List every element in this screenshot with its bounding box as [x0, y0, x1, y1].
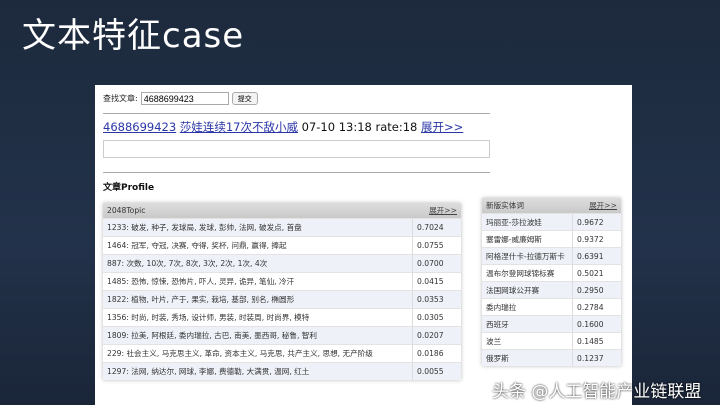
row-score: 0.6391 — [572, 247, 621, 265]
row-label: 1464: 冠军, 夺冠, 决赛, 夺得, 奖杯, 问鼎, 赢得, 捧起 — [103, 236, 413, 255]
watermark: 头条 @人工智能产业链联盟 — [492, 382, 702, 402]
entity-header: 新版实体词 — [482, 198, 573, 214]
row-score: 0.9672 — [572, 213, 621, 231]
row-score: 0.0353 — [412, 290, 461, 309]
table-row: 西班牙 0.1600 — [482, 315, 621, 333]
table-row: 229: 社会主义, 马克思主义, 革命, 资本主义, 马克思, 共产主义, 思… — [103, 344, 461, 363]
entity-table: 新版实体词 展开>> 玛丽亚-莎拉波娃 0.9672 塞雷娜-威廉姆斯 0.9372 阿格… — [482, 198, 621, 366]
divider — [103, 113, 490, 114]
table-row: 俄罗斯 0.1237 — [482, 349, 621, 366]
article-panel: 查找文章: 提交 4688699423 莎娃连续17次不敌小威 07-10 13… — [95, 85, 632, 405]
row-label: 1356: 时尚, 时装, 秀场, 设计师, 男装, 时装周, 时尚界, 模特 — [103, 308, 413, 327]
table-row: 1822: 植物, 叶片, 产于, 果实, 栽培, 基部, 别名, 椭圆形 0.0… — [103, 290, 461, 309]
table-row: 887: 次数, 10次, 7次, 8次, 3次, 2次, 1次, 4次 0.07… — [103, 254, 461, 273]
search-label: 查找文章: — [103, 94, 138, 103]
row-label: 法国网球公开赛 — [482, 281, 573, 299]
row-label: 229: 社会主义, 马克思主义, 革命, 资本主义, 马克思, 共产主义, 思… — [103, 344, 413, 363]
topic-header: 2048Topic — [103, 203, 413, 219]
row-label: 1822: 植物, 叶片, 产于, 果实, 栽培, 基部, 别名, 椭圆形 — [103, 290, 413, 309]
row-score: 0.1600 — [572, 315, 621, 333]
row-label: 1297: 法网, 纳达尔, 网球, 李娜, 费德勒, 大满贯, 温网, 红土 — [103, 362, 413, 380]
row-label: 玛丽亚-莎拉波娃 — [482, 213, 573, 231]
table-row: 温布尔登网球锦标赛 0.5021 — [482, 264, 621, 282]
article-expand-link[interactable]: 展开>> — [421, 120, 464, 134]
row-score: 0.0415 — [412, 272, 461, 291]
topic-expand-link[interactable]: 展开>> — [429, 206, 457, 215]
divider — [103, 172, 490, 173]
row-label: 波兰 — [482, 332, 573, 350]
row-score: 0.2784 — [572, 298, 621, 316]
article-id-link[interactable]: 4688699423 — [103, 120, 177, 134]
table-row: 委内瑞拉 0.2784 — [482, 298, 621, 316]
row-label: 1809: 拉美, 阿根廷, 委内瑞拉, 古巴, 南美, 墨西哥, 秘鲁, 智利 — [103, 326, 413, 345]
row-label: 委内瑞拉 — [482, 298, 573, 316]
row-score: 0.0755 — [412, 236, 461, 255]
row-label: 西班牙 — [482, 315, 573, 333]
row-label: 塞雷娜-威廉姆斯 — [482, 230, 573, 248]
row-score: 0.0207 — [412, 326, 461, 345]
table-row: 1297: 法网, 纳达尔, 网球, 李娜, 费德勒, 大满贯, 温网, 红土 0… — [103, 362, 461, 380]
slide-title: 文本特征case — [22, 16, 245, 56]
article-rate: rate:18 — [375, 120, 418, 134]
row-score: 0.1485 — [572, 332, 621, 350]
row-label: 887: 次数, 10次, 7次, 8次, 3次, 2次, 1次, 4次 — [103, 254, 413, 273]
row-score: 0.1237 — [572, 349, 621, 366]
table-row: 1356: 时尚, 时装, 秀场, 设计师, 男装, 时装周, 时尚界, 模特 0… — [103, 308, 461, 327]
row-label: 1485: 恐怖, 惊悚, 恐怖片, 吓人, 灵异, 诡异, 笔仙, 冷汗 — [103, 272, 413, 291]
row-score: 0.5021 — [572, 264, 621, 282]
table-row: 波兰 0.1485 — [482, 332, 621, 350]
article-time: 07-10 13:18 — [301, 120, 372, 134]
row-score: 0.0055 — [412, 362, 461, 380]
row-score: 0.0305 — [412, 308, 461, 327]
article-line: 4688699423 莎娃连续17次不敌小威 07-10 13:18 rate:… — [103, 119, 463, 135]
search-form: 查找文章: 提交 — [103, 92, 258, 105]
table-row: 1233: 破发, 种子, 发球局, 发球, 彭帅, 法网, 破发点, 首盘 0.… — [103, 218, 461, 237]
search-input[interactable] — [140, 92, 229, 105]
submit-button[interactable]: 提交 — [231, 92, 258, 105]
table-row: 玛丽亚-莎拉波娃 0.9672 — [482, 213, 621, 231]
profile-heading: 文章Profile — [103, 183, 155, 193]
table-row: 塞雷娜-威廉姆斯 0.9372 — [482, 230, 621, 248]
article-title-link[interactable]: 莎娃连续17次不敌小威 — [179, 120, 298, 134]
table-row: 法国网球公开赛 0.2950 — [482, 281, 621, 299]
row-label: 温布尔登网球锦标赛 — [482, 264, 573, 282]
row-score: 0.9372 — [572, 230, 621, 248]
row-score: 0.7024 — [412, 218, 461, 237]
row-label: 阿格涅什卡-拉德万斯卡 — [482, 247, 573, 265]
row-score: 0.0186 — [412, 344, 461, 363]
table-row: 阿格涅什卡-拉德万斯卡 0.6391 — [482, 247, 621, 265]
article-content-box — [103, 140, 490, 158]
table-row: 1485: 恐怖, 惊悚, 恐怖片, 吓人, 灵异, 诡异, 笔仙, 冷汗 0.0… — [103, 272, 461, 291]
row-score: 0.0700 — [412, 254, 461, 273]
table-row: 1809: 拉美, 阿根廷, 委内瑞拉, 古巴, 南美, 墨西哥, 秘鲁, 智利… — [103, 326, 461, 345]
entity-expand-link[interactable]: 展开>> — [589, 201, 617, 210]
topic-table: 2048Topic 展开>> 1233: 破发, 种子, 发球局, 发球, 彭帅,… — [103, 203, 461, 380]
table-row: 1464: 冠军, 夺冠, 决赛, 夺得, 奖杯, 问鼎, 赢得, 捧起 0.07… — [103, 236, 461, 255]
row-label: 1233: 破发, 种子, 发球局, 发球, 彭帅, 法网, 破发点, 首盘 — [103, 218, 413, 237]
row-score: 0.2950 — [572, 281, 621, 299]
row-label: 俄罗斯 — [482, 349, 573, 366]
